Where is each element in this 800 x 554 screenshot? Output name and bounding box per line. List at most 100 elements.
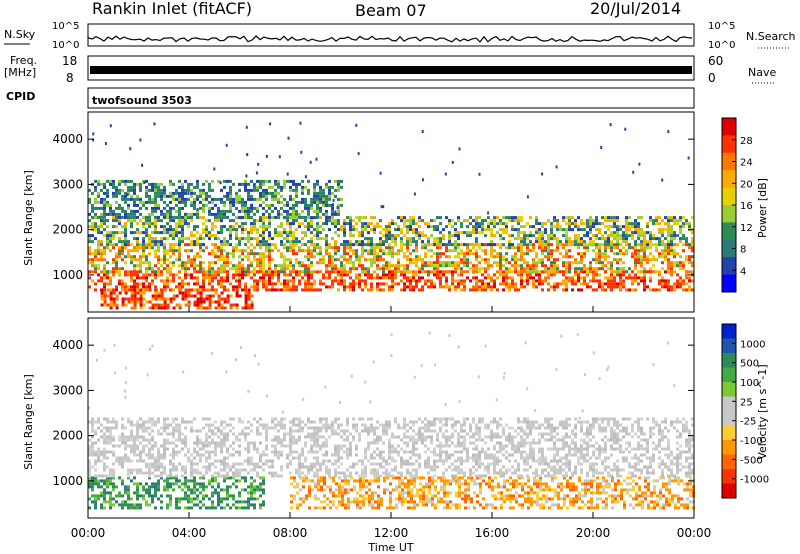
heatmap-cell [602,476,605,480]
heatmap-cell [481,219,484,223]
heatmap-cell [392,506,395,510]
heatmap-cell [91,258,94,262]
heatmap-cell [448,288,451,292]
heatmap-cell [325,264,328,268]
heatmap-cell [667,288,670,292]
heatmap-cell [88,249,91,253]
heatmap-cell [398,476,401,480]
heatmap-cell [368,488,371,492]
heatmap-cell [241,182,244,186]
heatmap-cell [368,482,371,486]
heatmap-cell [244,285,247,289]
heatmap-cell [430,249,433,253]
heatmap-cell [451,279,454,283]
heatmap-cell [386,476,389,480]
heatmap-cell [571,243,574,247]
heatmap-cell [205,297,209,301]
heatmap-cell [328,203,331,207]
heatmap-cell [409,261,412,265]
heatmap-cell [169,497,172,501]
heatmap-cell [148,488,151,492]
heatmap-cell [574,240,577,244]
heatmap-cell [574,234,577,238]
heatmap-cell [523,225,526,229]
heatmap-cell [100,288,103,292]
heatmap-cell [307,285,310,289]
heatmap-cell [398,500,401,504]
heatmap-cell [238,225,241,229]
heatmap-cell [436,255,439,259]
heatmap-cell [572,503,575,507]
heatmap-cell [293,494,296,498]
heatmap-cell [556,237,559,241]
heatmap-cell [388,288,391,292]
heatmap-cell [274,231,277,235]
heatmap-cell [229,506,232,510]
heatmap-cell [223,276,226,280]
heatmap-cell [622,279,625,283]
heatmap-cell [370,216,373,220]
heatmap-cell [229,267,232,271]
heatmap-cell [121,279,124,283]
heatmap-cell [512,482,515,486]
heatmap-cell [97,179,100,183]
heatmap-cell [397,234,400,238]
heatmap-cell [355,255,358,259]
heatmap-cell [535,228,538,232]
heatmap-cell [413,192,416,196]
heatmap-cell [574,270,577,274]
heatmap-cell [526,264,529,268]
heatmap-cell [127,491,130,495]
heatmap-cell [175,191,178,195]
heatmap-cell [550,225,553,229]
heatmap-cell [205,276,208,280]
heatmap-cell [181,182,184,186]
heatmap-cell [565,261,568,265]
heatmap-cell [404,482,407,486]
heatmap-cell [604,252,607,256]
heatmap-cell [629,488,632,492]
heatmap-cell [541,288,544,292]
heatmap-cell [313,228,316,232]
heatmap-cell [397,267,400,271]
heatmap-cell [247,255,250,259]
heatmap-cell [442,261,445,265]
heatmap-cell [178,194,181,198]
heatmap-cell [454,243,457,247]
heatmap-cell [673,231,676,235]
heatmap-cell [619,276,622,280]
heatmap-cell [670,246,673,250]
heatmap-cell [542,506,545,510]
heatmap-cell [127,497,130,501]
heatmap-cell [391,249,394,253]
heatmap-cell [217,503,220,507]
heatmap-cell [382,273,385,277]
heatmap-cell [466,225,469,229]
heatmap-cell [355,282,358,286]
heatmap-cell [196,255,199,259]
heatmap-cell [196,182,199,186]
heatmap-cell [442,270,445,274]
heatmap-cell [554,476,557,480]
heatmap-cell [449,482,452,486]
heatmap-cell [358,264,361,268]
heatmap-cell [265,228,268,232]
heatmap-cell [400,231,403,235]
heatmap-cell [658,282,661,286]
heatmap-cell [106,203,109,207]
heatmap-cell [199,476,202,480]
heatmap-cell [607,237,610,241]
heatmap-cell [679,279,682,283]
heatmap-cell [307,222,310,226]
heatmap-cell [413,476,416,480]
heatmap-cell [220,497,223,501]
heatmap-cell [527,506,530,510]
heatmap-cell [115,270,118,274]
heatmap-cell [148,288,152,292]
heatmap-cell [121,240,124,244]
heatmap-cell [410,506,413,510]
heatmap-cell [148,222,151,226]
heatmap-cell [614,500,617,504]
heatmap-cell [229,282,232,286]
heatmap-cell [647,503,650,507]
